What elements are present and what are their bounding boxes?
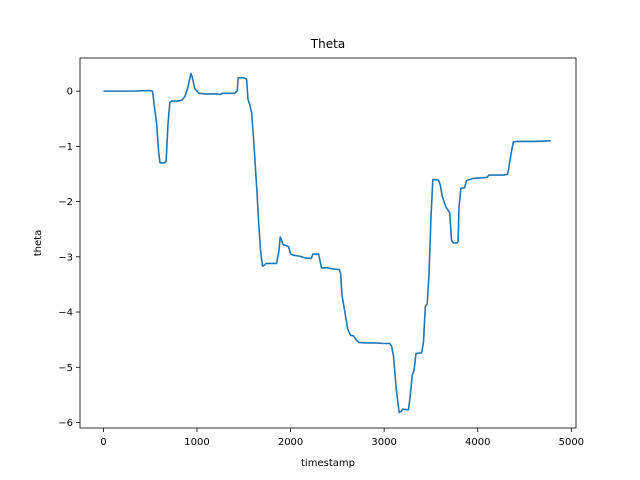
y-tick-label: −5	[58, 363, 73, 374]
series-line-theta	[103, 72, 551, 414]
y-tick-label: −2	[58, 197, 73, 208]
chart-title: Theta	[310, 37, 345, 51]
y-tick-label: −6	[58, 418, 73, 429]
axes-frame	[79, 57, 577, 429]
y-tick-label: −1	[58, 142, 73, 153]
x-tick-label: 2000	[278, 437, 303, 448]
y-tick-label: −3	[58, 252, 73, 263]
y-axis-label: theta	[33, 230, 44, 256]
x-tick-label: 1000	[184, 437, 209, 448]
x-tick-label: 5000	[559, 437, 584, 448]
y-tick-label: 0	[67, 87, 73, 98]
y-axis-ticks: 0 −1 −2 −3 −4 −5 −6	[58, 87, 80, 429]
x-axis-label: timestamp	[301, 458, 355, 469]
x-tick-label: 0	[100, 437, 106, 448]
x-tick-label: 3000	[371, 437, 396, 448]
x-tick-label: 4000	[465, 437, 490, 448]
y-tick-label: −4	[58, 308, 73, 319]
x-axis-ticks: 0 1000 2000 3000 4000 5000	[100, 428, 584, 448]
plot-area	[79, 57, 577, 429]
